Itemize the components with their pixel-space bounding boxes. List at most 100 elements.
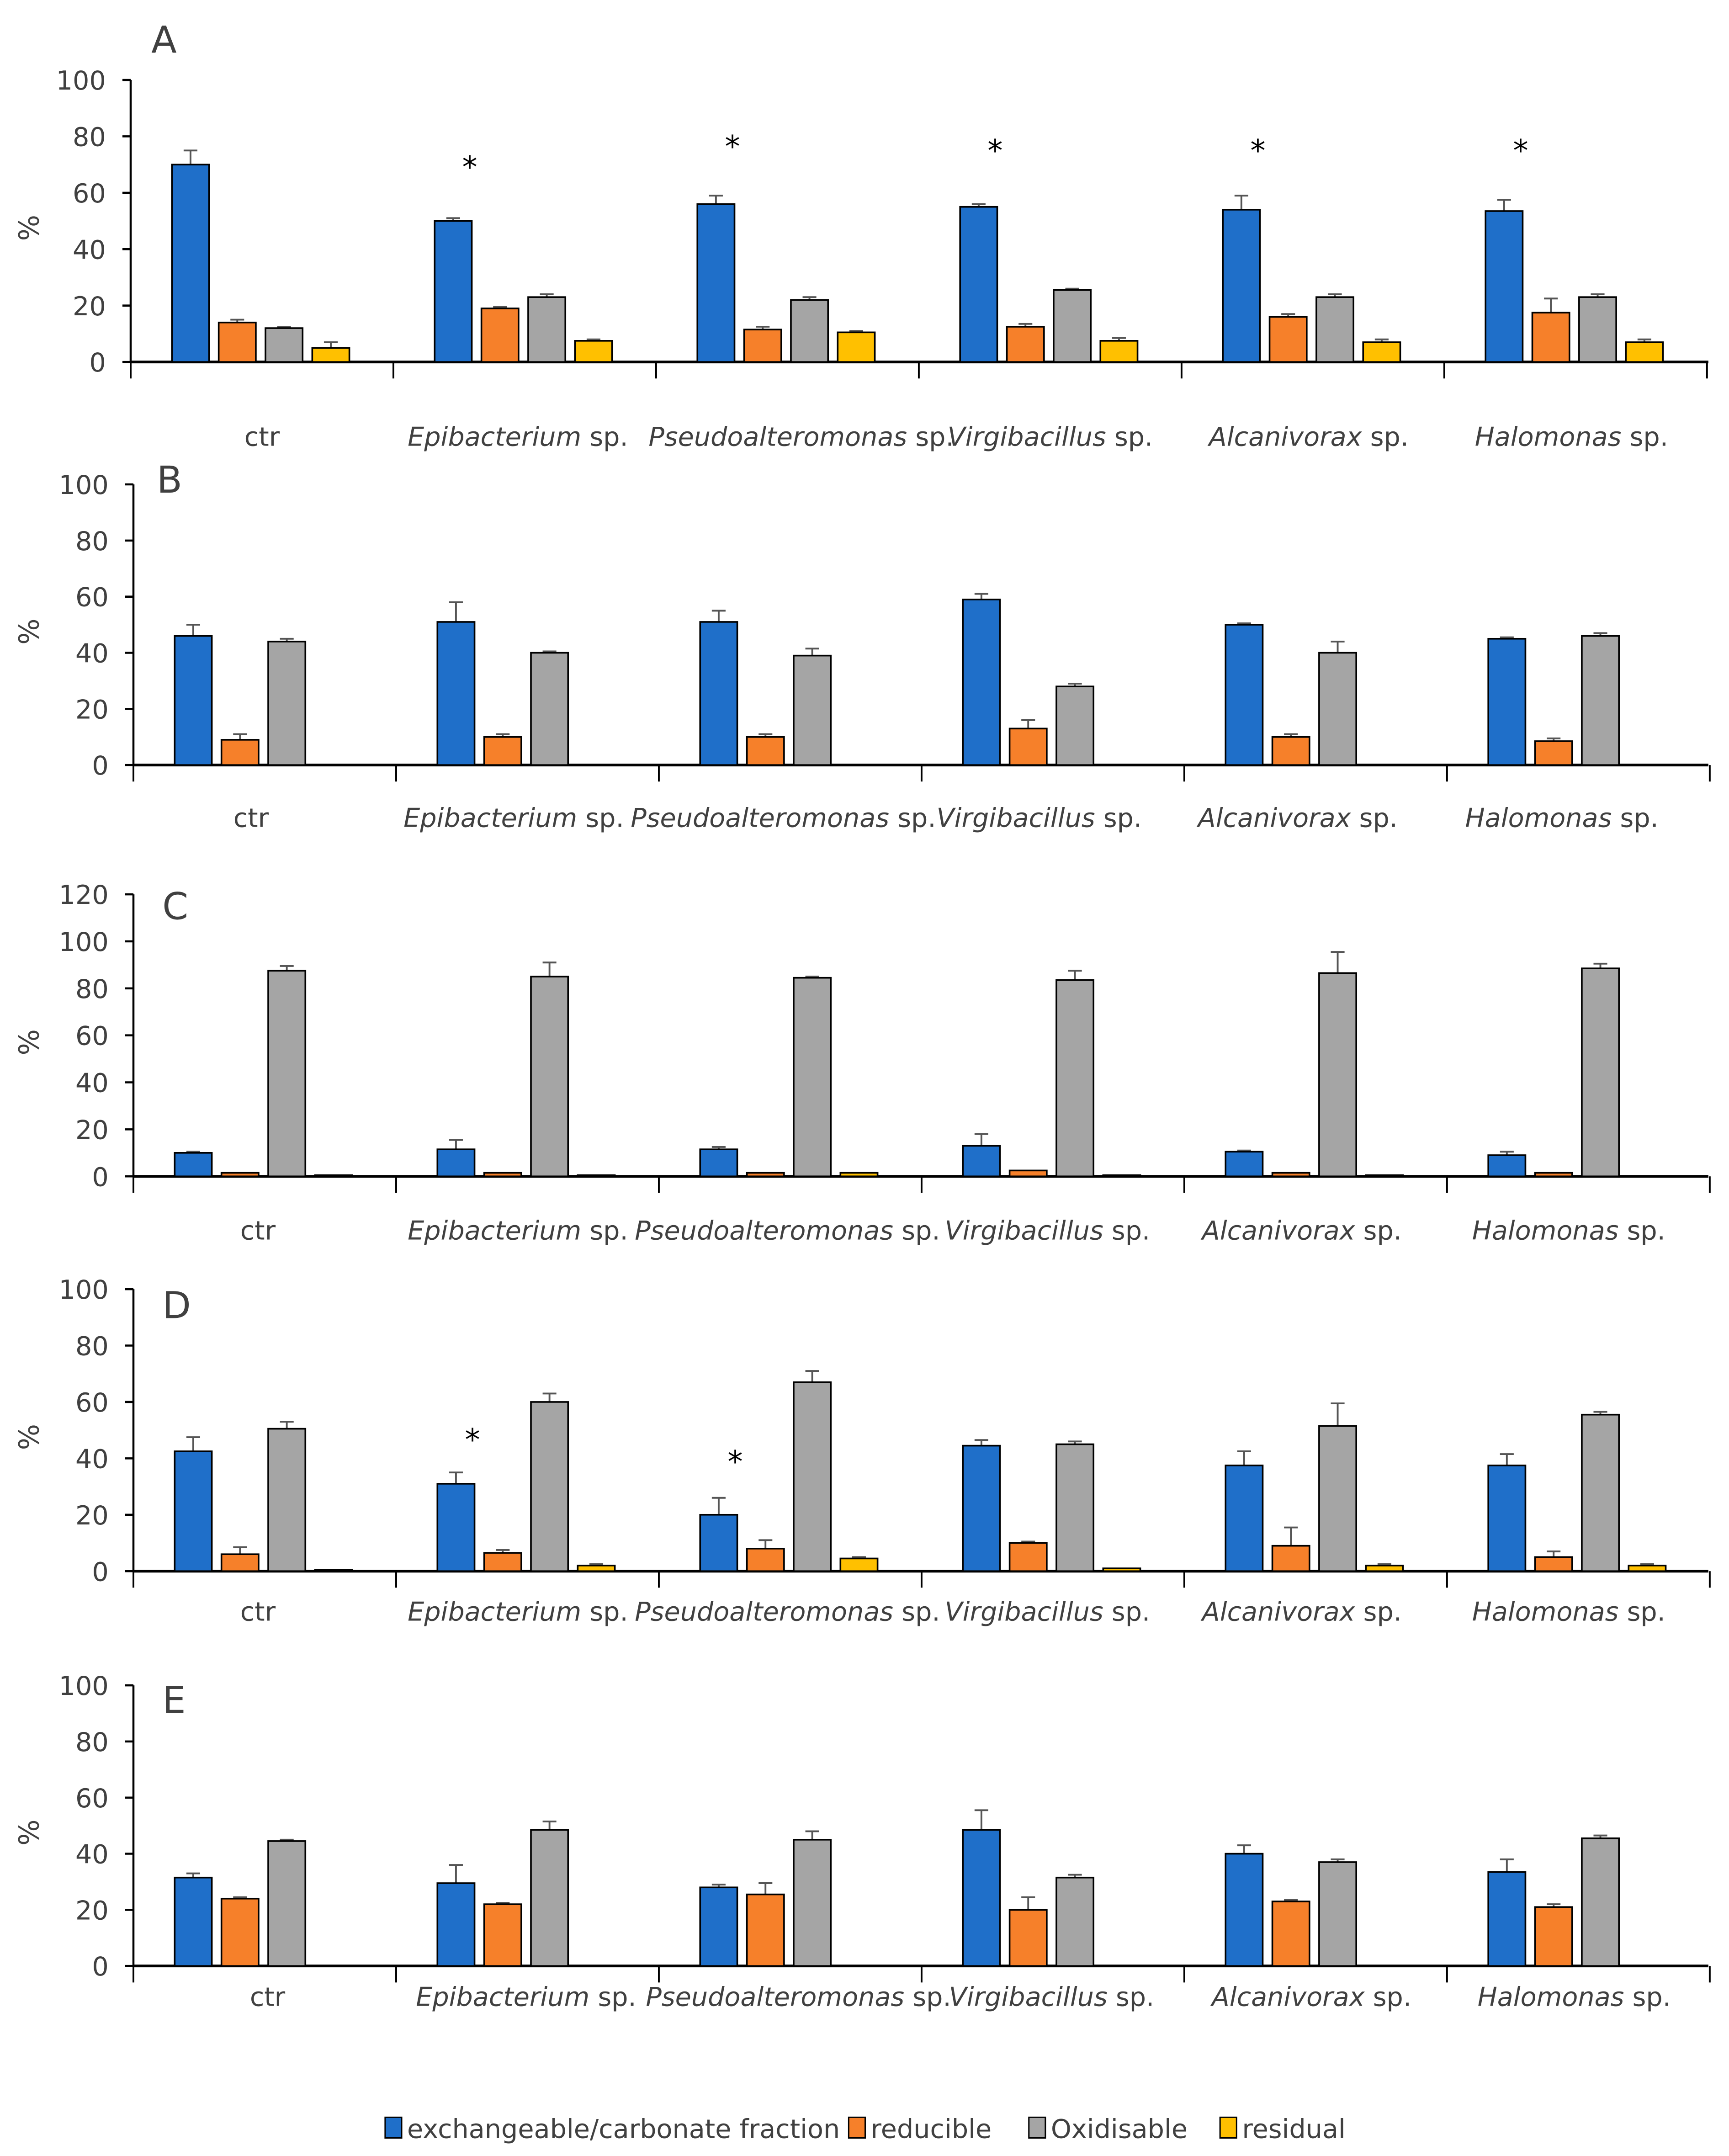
x-category-label: ctr — [250, 1982, 286, 2012]
bar-res — [837, 331, 876, 363]
y-tick-label: 0 — [92, 751, 108, 781]
category-suffix: sp. — [1618, 1597, 1665, 1627]
legend-label-exch: exchangeable/carbonate fraction — [407, 2114, 840, 2144]
category-genus: Halomonas — [1478, 1982, 1624, 2012]
bar-red — [483, 1172, 522, 1178]
bar-red — [480, 308, 520, 363]
x-category-label: Alcanivorax sp. — [1210, 1982, 1411, 2012]
y-tick-label: 100 — [56, 66, 106, 96]
category-suffix: sp. — [1103, 1216, 1150, 1246]
bar-exch — [1225, 1464, 1264, 1572]
bar-red — [1271, 1901, 1310, 1967]
x-category-label: Alcanivorax sp. — [1196, 803, 1398, 834]
panel-letter: A — [151, 19, 177, 62]
x-category-label: ctr — [240, 1597, 276, 1627]
category-suffix: sp. — [581, 1216, 628, 1246]
category-suffix: sp. — [1103, 1597, 1150, 1627]
y-tick-label: 60 — [75, 583, 109, 613]
bar-res — [839, 1557, 879, 1572]
bar-oxi — [1053, 289, 1092, 363]
bar-res — [1365, 1565, 1404, 1572]
bar-res — [1362, 341, 1401, 363]
bar-red — [483, 736, 522, 766]
y-tick-label: 100 — [59, 927, 109, 957]
category-genus: Pseudoalteromonas — [646, 1982, 904, 2012]
y-tick-label: 20 — [75, 1896, 109, 1926]
bar-red — [483, 1903, 522, 1967]
panel-letter: C — [162, 885, 188, 928]
bar-oxi — [1055, 979, 1095, 1178]
y-axis-label: % — [13, 619, 45, 645]
bar-oxi — [1055, 1443, 1095, 1572]
y-tick-label: 0 — [92, 1952, 108, 1982]
bar-red — [1271, 1172, 1310, 1178]
legend-swatch-red — [848, 2116, 866, 2139]
category-suffix: sp. — [589, 1982, 636, 2012]
category-genus: Virgibacillus — [945, 1216, 1103, 1246]
bar-red — [483, 1552, 522, 1572]
category-genus: Alcanivorax — [1207, 422, 1363, 452]
category-genus: ctr — [250, 1982, 286, 2012]
category-genus: Halomonas — [1465, 803, 1612, 834]
bar-oxi — [530, 1829, 569, 1967]
category-genus: Epibacterium — [403, 803, 577, 834]
significance-star: * — [727, 1444, 743, 1479]
category-genus: Halomonas — [1475, 422, 1622, 452]
bar-oxi — [1318, 652, 1358, 766]
bar-oxi — [265, 327, 304, 363]
significance-star: * — [462, 150, 477, 185]
category-genus: Pseudoalteromonas — [648, 422, 907, 452]
bar-red — [1008, 1909, 1048, 1967]
bar-oxi — [793, 1839, 832, 1967]
bar-res — [311, 347, 350, 363]
y-tick-label: 40 — [75, 639, 109, 669]
legend-label-res: residual — [1242, 2114, 1346, 2144]
bar-exch — [1487, 637, 1527, 766]
x-category-label: ctr — [233, 803, 269, 834]
category-suffix: sp. — [1362, 422, 1409, 452]
x-category-label: Pseudoalteromonas sp. — [635, 1216, 940, 1246]
legend: exchangeable/carbonate fraction reducible… — [384, 2114, 1346, 2144]
legend-label-oxi: Oxidisable — [1051, 2114, 1188, 2144]
bar-exch — [962, 1829, 1001, 1967]
bar-exch — [1225, 624, 1264, 766]
y-tick-label: 0 — [92, 1557, 108, 1587]
bar-red — [220, 739, 260, 766]
category-genus: Epibacterium — [408, 422, 581, 452]
category-genus: Alcanivorax — [1200, 1597, 1356, 1627]
bar-exch — [962, 599, 1001, 766]
bar-red — [1008, 728, 1048, 766]
x-category-label: Halomonas sp. — [1478, 1982, 1671, 2012]
bar-exch — [1487, 1871, 1527, 1967]
bar-exch — [959, 206, 998, 363]
bar-exch — [1225, 1853, 1264, 1967]
bar-red — [1006, 326, 1045, 363]
category-suffix: sp. — [904, 1982, 951, 2012]
category-suffix: sp. — [1618, 1216, 1665, 1246]
category-suffix: sp. — [1621, 422, 1668, 452]
x-category-label: Epibacterium sp. — [416, 1982, 636, 2012]
x-category-label: Halomonas sp. — [1465, 803, 1659, 834]
legend-swatch-res — [1219, 2116, 1237, 2139]
x-category-label: Virgibacillus sp. — [949, 1982, 1155, 2012]
bar-res — [314, 1569, 353, 1572]
y-tick-label: 80 — [75, 1332, 109, 1362]
bar-red — [220, 1172, 260, 1178]
bar-red — [746, 1172, 785, 1178]
bar-res — [1099, 340, 1139, 363]
category-suffix: sp. — [1108, 1982, 1154, 2012]
category-suffix: sp. — [577, 803, 624, 834]
category-suffix: sp. — [1355, 1216, 1401, 1246]
x-category-label: Pseudoalteromonas sp. — [635, 1597, 940, 1627]
y-tick-label: 100 — [59, 1671, 109, 1701]
y-tick-label: 60 — [75, 1021, 109, 1051]
bar-oxi — [793, 1381, 832, 1572]
legend-swatch-exch — [384, 2116, 403, 2139]
category-genus: Virgibacillus — [945, 1597, 1103, 1627]
category-suffix: sp. — [1612, 803, 1658, 834]
bar-oxi — [1315, 296, 1354, 363]
x-category-label: ctr — [240, 1216, 276, 1246]
bar-oxi — [1318, 1425, 1358, 1572]
y-tick-label: 0 — [89, 348, 106, 378]
